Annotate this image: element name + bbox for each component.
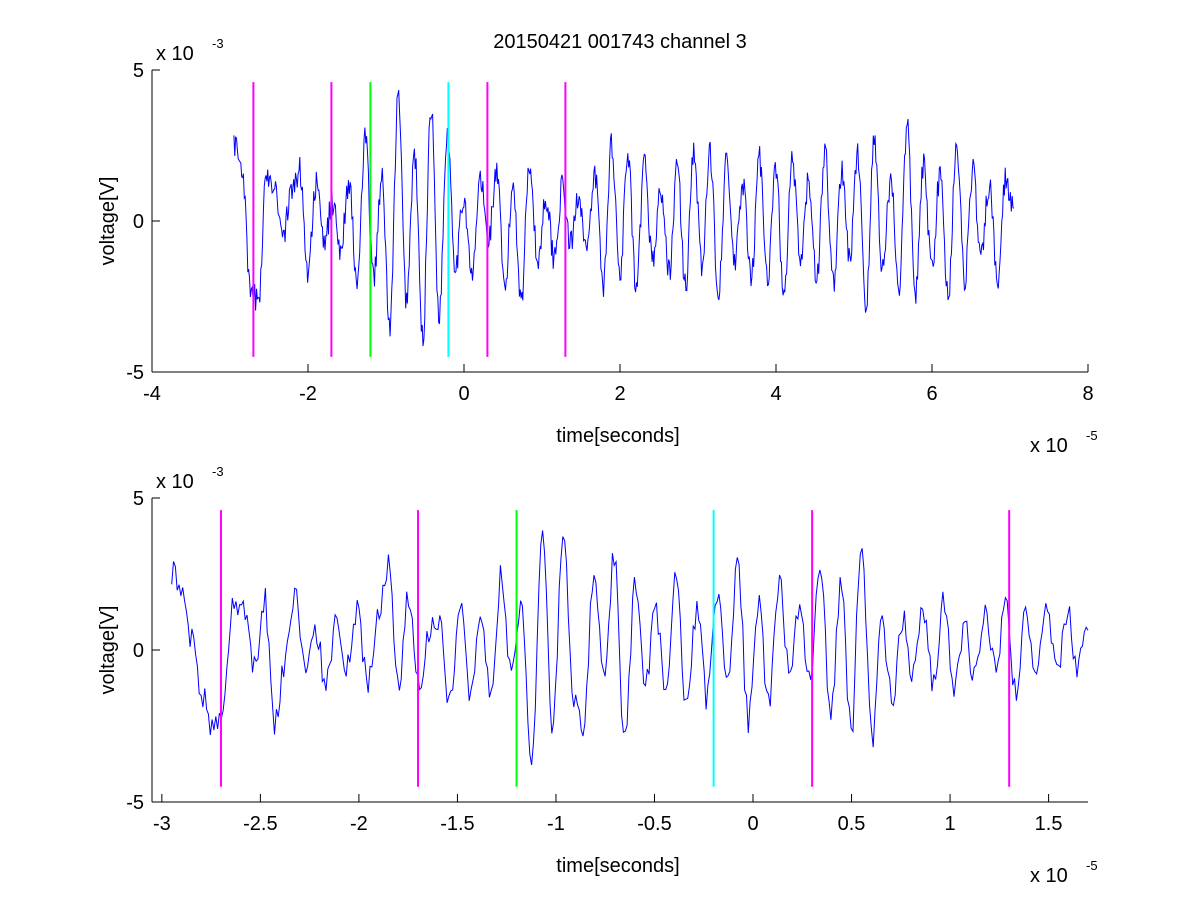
y-tick-label: 5 (133, 60, 144, 82)
x-tick-label: 1.5 (1035, 813, 1063, 835)
x-tick-label: -2 (350, 813, 368, 835)
x-tick-label: 0 (458, 383, 469, 405)
x-tick-label: -1.5 (440, 813, 474, 835)
x-tick-label: -3 (153, 813, 171, 835)
y-axis-label: voltage[V] (97, 606, 119, 695)
x-multiplier-exponent: -5 (1086, 858, 1098, 873)
y-axis-label: voltage[V] (97, 177, 119, 266)
signal-trace (233, 90, 1015, 347)
y-tick-label: 0 (133, 211, 144, 233)
y-tick-label: -5 (126, 792, 144, 814)
x-multiplier-exponent: -5 (1086, 428, 1098, 443)
y-tick-label: -5 (126, 362, 144, 384)
y-tick-label: 0 (133, 640, 144, 662)
x-tick-label: -2.5 (243, 813, 277, 835)
x-tick-label: 1 (945, 813, 956, 835)
x-tick-label: 0 (747, 813, 758, 835)
x-multiplier: x 10 (1030, 435, 1068, 457)
x-axis-label: time[seconds] (556, 855, 679, 877)
y-tick-label: 5 (133, 488, 144, 510)
y-multiplier: x 10 (156, 43, 194, 65)
y-multiplier-exponent: -3 (212, 464, 224, 479)
x-axis-label: time[seconds] (556, 425, 679, 447)
x-tick-label: 0.5 (838, 813, 866, 835)
x-tick-label: -4 (143, 383, 161, 405)
axes-bottom: -3 -2.5 -2 -1.5 -1 -0.5 0 0.5 1 1.5 -5 0 5 time[secon… (97, 464, 1098, 887)
x-tick-label: -2 (299, 383, 317, 405)
x-tick-label: 6 (926, 383, 937, 405)
axes-top: -4 -2 0 2 4 6 8 -5 0 5 time[seconds] voltage[V] x 10… (97, 36, 1098, 457)
figure-title: 20150421 001743 channel 3 (493, 31, 747, 53)
x-tick-label: -1 (547, 813, 565, 835)
y-multiplier: x 10 (156, 471, 194, 493)
x-tick-label: 4 (770, 383, 781, 405)
x-tick-label: -0.5 (637, 813, 671, 835)
x-tick-label: 8 (1082, 383, 1093, 405)
y-multiplier-exponent: -3 (212, 36, 224, 51)
signal-trace (171, 530, 1089, 766)
x-tick-label: 2 (614, 383, 625, 405)
x-multiplier: x 10 (1030, 865, 1068, 887)
